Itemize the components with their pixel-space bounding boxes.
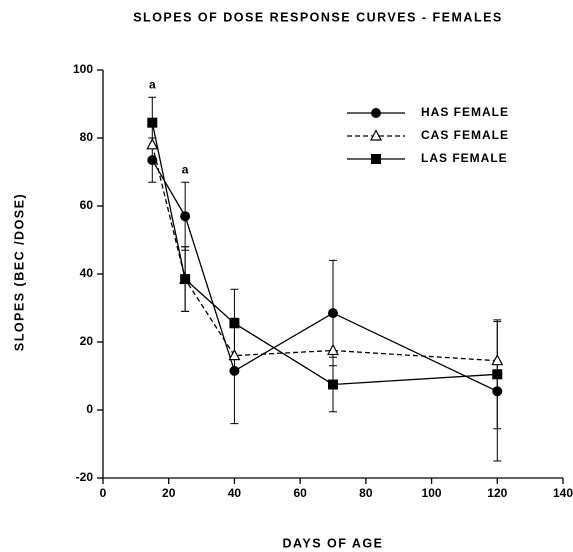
y-tick-label: 20 [80,334,94,348]
legend-marker [371,108,381,118]
data-point [229,318,240,329]
legend-marker [370,129,382,141]
legend-marker [371,154,381,164]
x-tick-label: 100 [422,486,442,500]
x-tick-label: 40 [228,486,242,500]
x-tick-label: 80 [359,486,373,500]
legend-label: LAS FEMALE [421,151,508,165]
data-point [328,379,338,390]
annotation: a [182,162,189,176]
chart-title: SLOPES OF DOSE RESPONSE CURVES - FEMALES [133,10,503,24]
data-point [492,386,503,397]
series-line [151,144,498,362]
data-point [491,353,504,366]
y-tick-label: 60 [80,198,94,212]
x-tick-label: 120 [487,486,507,500]
y-tick-label: 40 [80,266,94,280]
data-point [180,274,191,285]
x-tick-label: 0 [100,486,107,500]
data-point [147,117,158,128]
x-tick-label: 60 [293,486,307,500]
data-point [147,155,158,166]
data-point [229,365,240,376]
annotation: a [149,77,156,91]
y-tick-label: 100 [73,62,93,76]
series-line [151,159,498,392]
data-point [327,343,339,356]
data-point [328,308,338,319]
y-tick-label: -20 [76,470,94,484]
x-tick-label: 140 [553,486,573,500]
legend-label: HAS FEMALE [421,105,509,119]
data-point [228,348,241,361]
data-point [180,211,191,222]
data-point [146,138,159,150]
x-tick-label: 20 [162,486,176,500]
legend-label: CAS FEMALE [421,128,509,142]
x-axis-label: DAYS OF AGE [282,536,383,550]
y-tick-label: 0 [86,402,93,416]
data-point [492,369,503,380]
y-axis-label: SLOPES (BEC /DOSE) [12,193,26,351]
y-tick-label: 80 [80,130,94,144]
